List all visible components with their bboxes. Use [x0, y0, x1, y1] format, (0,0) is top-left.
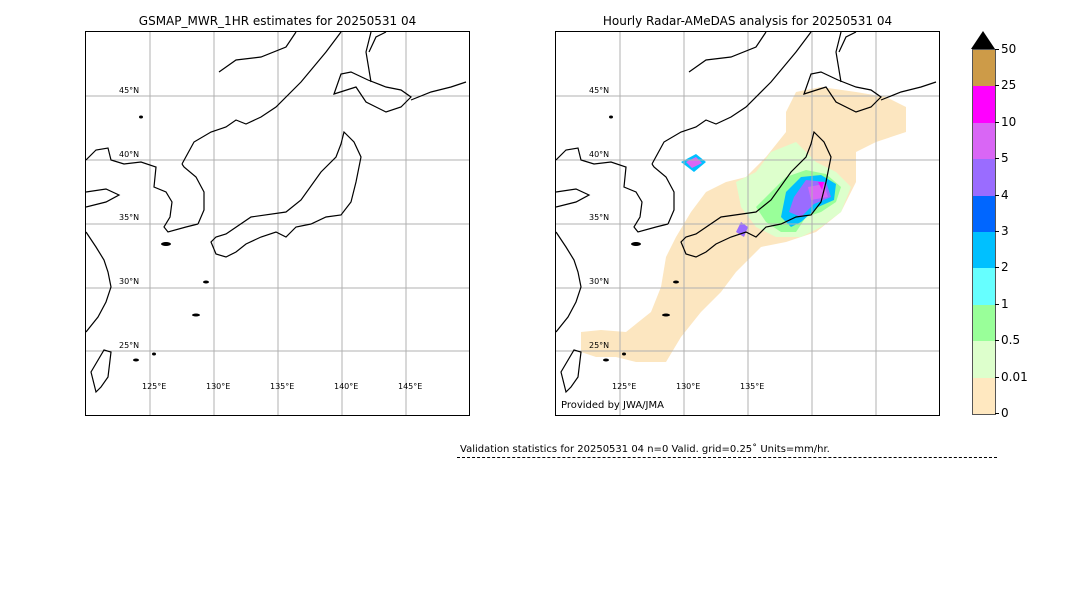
- colorbar-seg-10-25: [973, 86, 995, 123]
- lat-label-25: 25°N: [589, 341, 610, 350]
- colorbar-label: 0: [1001, 406, 1009, 420]
- colorbar-seg-25-50: [973, 50, 995, 87]
- right-panel-title: Hourly Radar-AMeDAS analysis for 2025053…: [602, 14, 893, 28]
- colorbar-label: 3: [1001, 224, 1009, 238]
- data-credit: Provided by JWA/JMA: [561, 400, 664, 411]
- lat-label-40: 40°N: [119, 150, 140, 159]
- lon-label-145: 145°E: [398, 382, 423, 391]
- colorbar-seg-0-0.01: [973, 377, 995, 414]
- lat-label-40: 40°N: [589, 150, 610, 159]
- lat-label-30: 30°N: [119, 277, 140, 286]
- colorbar-tick: [995, 340, 999, 341]
- colorbar-seg-0.5-1: [973, 304, 995, 342]
- colorbar-seg-0.01-0.5: [973, 341, 995, 378]
- colorbar-label: 5: [1001, 151, 1009, 165]
- colorbar-label: 50: [1001, 42, 1017, 56]
- colorbar-tick: [995, 304, 999, 305]
- colorbar-tick: [995, 158, 999, 159]
- left-map: 45°N 40°N 35°N 30°N 25°N 125°E 130°E 135…: [85, 31, 470, 416]
- colorbar: [972, 49, 996, 415]
- colorbar-tick: [995, 377, 999, 378]
- lon-label-130: 130°E: [206, 382, 231, 391]
- lat-label-30: 30°N: [589, 277, 610, 286]
- lat-label-25: 25°N: [119, 341, 140, 350]
- lon-label-130: 130°E: [676, 382, 701, 391]
- colorbar-label: 25: [1001, 78, 1017, 92]
- colorbar-tick: [995, 195, 999, 196]
- colorbar-tick: [995, 267, 999, 268]
- right-map-graphic: [556, 32, 939, 415]
- colorbar-tick: [995, 413, 999, 414]
- lat-label-35: 35°N: [589, 213, 610, 222]
- colorbar-seg-1-2: [973, 268, 995, 305]
- colorbar-tick: [995, 122, 999, 123]
- lat-label-45: 45°N: [119, 86, 140, 95]
- colorbar-label: 1: [1001, 297, 1009, 311]
- colorbar-tick: [995, 231, 999, 232]
- validation-divider: [457, 457, 997, 458]
- right-map: 45°N 40°N 35°N 30°N 25°N 125°E 130°E 135…: [555, 31, 940, 416]
- colorbar-seg-3-4: [973, 195, 995, 232]
- colorbar-tick: [995, 85, 999, 86]
- colorbar-label: 4: [1001, 188, 1009, 202]
- lon-label-140: 140°E: [334, 382, 359, 391]
- colorbar-seg-4-5: [973, 159, 995, 196]
- colorbar-seg-2-3: [973, 232, 995, 269]
- validation-statistics: Validation statistics for 20250531 04 n=…: [460, 444, 830, 455]
- lon-label-135: 135°E: [270, 382, 295, 391]
- lat-label-45: 45°N: [589, 86, 610, 95]
- colorbar-extend-triangle: [971, 31, 995, 49]
- colorbar-label: 10: [1001, 115, 1017, 129]
- left-panel-title: GSMAP_MWR_1HR estimates for 20250531 04: [138, 14, 417, 28]
- lon-label-125: 125°E: [612, 382, 637, 391]
- colorbar-label: 2: [1001, 260, 1009, 274]
- colorbar-seg-5-10: [973, 122, 995, 160]
- lat-label-35: 35°N: [119, 213, 140, 222]
- colorbar-label: 0.5: [1001, 333, 1021, 347]
- left-map-graphic: [86, 32, 469, 415]
- lon-label-125: 125°E: [142, 382, 167, 391]
- lon-label-135: 135°E: [740, 382, 765, 391]
- colorbar-tick: [995, 49, 999, 50]
- colorbar-label: 0.01: [1001, 370, 1028, 384]
